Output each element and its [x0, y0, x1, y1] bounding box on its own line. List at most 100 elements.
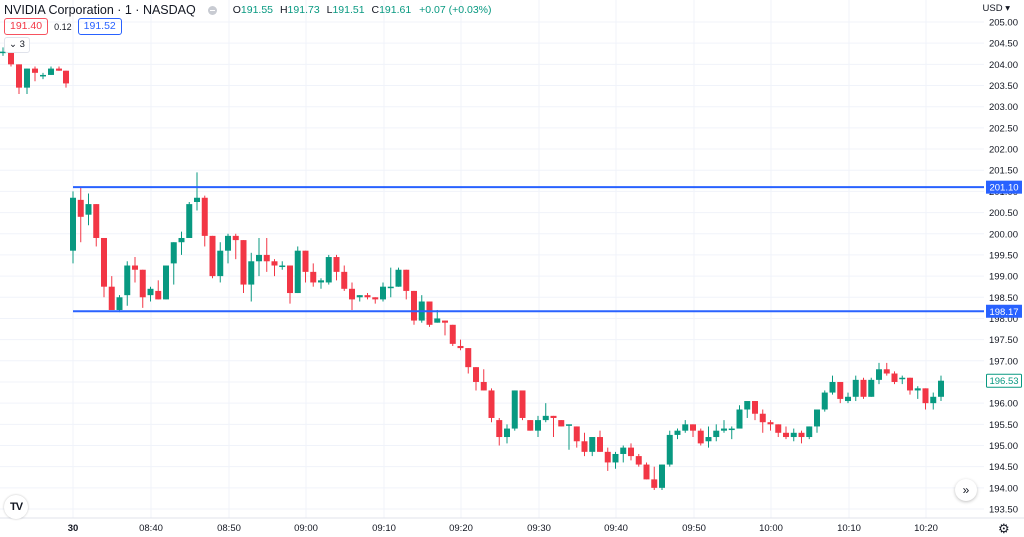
candle-up	[674, 428, 681, 440]
spread-value: 0.12	[54, 21, 72, 32]
candle-up	[852, 375, 859, 402]
candle-body	[271, 261, 278, 266]
candle-body	[186, 204, 193, 238]
candle-down	[240, 240, 247, 294]
price-tick-label: 203.00	[989, 102, 1018, 113]
candle-down	[480, 369, 487, 391]
scroll-to-realtime-button[interactable]: »	[955, 479, 977, 501]
time-axis[interactable]: 30 08:40 08:50 09:00 09:10 09:20 09:30 09:40 09:…	[68, 523, 938, 534]
candle-down	[798, 430, 805, 444]
settings-gear-icon[interactable]: ⚙	[998, 521, 1010, 536]
currency-selector[interactable]: USD ▾	[982, 3, 1010, 14]
candle-up	[705, 426, 712, 448]
candle-body	[806, 426, 813, 438]
price-tick-label: 199.00	[989, 272, 1018, 283]
candle-body	[194, 197, 200, 202]
candle-body	[860, 379, 867, 397]
price-tick-label: 199.50	[989, 250, 1018, 261]
candle-down	[341, 265, 348, 291]
candle-down	[573, 426, 580, 448]
candle-down	[651, 466, 658, 490]
candle-body	[899, 377, 906, 380]
time-tick-label: 10:10	[837, 523, 861, 534]
candle-body	[930, 396, 937, 404]
price-tick-label: 200.50	[989, 208, 1018, 219]
candle-up	[147, 286, 154, 302]
tradingview-logo-icon[interactable]: TV	[4, 495, 28, 519]
candle-body	[341, 271, 348, 289]
candle-body	[449, 324, 456, 344]
horizontal-line-price-label: 198.17	[989, 307, 1018, 318]
low-value: 191.51	[332, 4, 365, 16]
candle-down	[775, 424, 782, 438]
candle-body	[48, 68, 54, 75]
candle-up	[318, 278, 324, 289]
horizontal-line-price-tag	[986, 304, 1022, 318]
candle-up	[713, 424, 720, 442]
candle-body	[736, 409, 743, 429]
candle-body	[914, 388, 921, 391]
candle-body	[581, 441, 588, 452]
candle-up	[504, 424, 510, 444]
candle-body	[744, 401, 751, 410]
price-tick-label: 203.50	[989, 81, 1018, 92]
candle-up	[325, 254, 332, 285]
candle-body	[542, 415, 549, 421]
candle-up	[914, 386, 921, 399]
sell-button[interactable]: 191.40	[4, 18, 49, 35]
candle-up	[814, 409, 820, 433]
candle-body	[558, 420, 565, 427]
price-tick-label: 204.50	[989, 39, 1018, 50]
price-tick-label: 201.50	[989, 166, 1018, 177]
symbol-legend: NVIDIA Corporation · 1 · NASDAQ O191.55 …	[4, 3, 492, 17]
candle-body	[240, 240, 247, 285]
high-key: H	[279, 4, 288, 16]
candle-body	[108, 286, 115, 310]
candle-body	[16, 64, 22, 88]
candle-body	[380, 286, 386, 300]
candle-down	[519, 390, 526, 421]
candle-down	[287, 265, 293, 304]
candle-down	[527, 420, 534, 431]
candle-up	[829, 375, 836, 395]
candle-down	[883, 362, 890, 376]
candle-down	[263, 237, 270, 272]
last-price-tag	[986, 373, 1022, 388]
candle-up	[666, 430, 673, 467]
candle-down	[465, 348, 472, 374]
candle-body	[132, 265, 138, 270]
candle-down	[604, 447, 611, 471]
minimize-legend-icon[interactable]	[207, 5, 217, 15]
candle-body	[349, 288, 355, 300]
candle-body	[767, 422, 774, 425]
candle-body	[356, 295, 363, 298]
candle-body	[604, 451, 611, 463]
buy-button[interactable]: 191.52	[77, 18, 122, 35]
candle-body	[256, 254, 262, 262]
candle-up	[248, 252, 255, 302]
candle-body	[0, 51, 6, 54]
price-tick-label: 198.50	[989, 293, 1018, 304]
candle-body	[573, 426, 580, 442]
candle-up	[728, 426, 735, 440]
horizontal-lines[interactable]: 201.10 198.17 196.53	[73, 180, 1022, 388]
candle-body	[147, 288, 154, 296]
candle-body	[527, 420, 534, 431]
symbol-title[interactable]: NVIDIA Corporation · 1 · NASDAQ	[4, 3, 196, 17]
indicators-toggle[interactable]: ⌄ 3	[4, 37, 30, 53]
candle-up	[682, 420, 689, 433]
candle-down	[891, 371, 898, 385]
candle-up	[40, 72, 46, 80]
grid	[0, 0, 1024, 519]
candle-body	[837, 381, 844, 399]
candle-body	[302, 250, 309, 272]
price-axis[interactable]: 205.00 204.50 204.00 203.50 203.00 202.50 202.…	[989, 18, 1018, 516]
candle-down	[32, 66, 38, 82]
candle-body	[225, 235, 231, 251]
candle-body	[93, 204, 100, 238]
candle-body	[287, 265, 293, 294]
candle-body	[403, 269, 410, 291]
candle-body	[550, 415, 557, 418]
candle-body	[8, 51, 14, 65]
